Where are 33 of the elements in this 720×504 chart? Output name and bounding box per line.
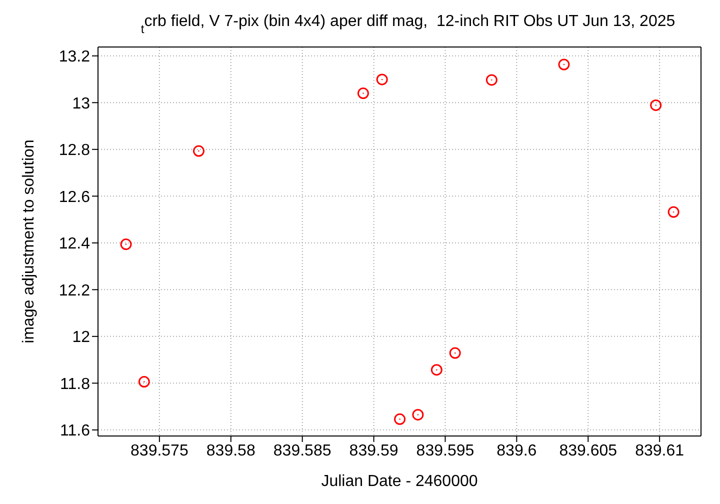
y-tick-label: 12.8: [58, 142, 90, 160]
y-tick-label: 11.6: [60, 422, 90, 440]
y-tick-label: 12.4: [58, 236, 90, 253]
x-tick-label: 839.575: [130, 442, 188, 460]
y-tick-label: 12: [72, 329, 90, 346]
point: [120, 238, 132, 250]
point: [558, 58, 570, 70]
x-tick-label: 839.605: [559, 442, 618, 460]
x-tick-label: 839.585: [273, 442, 332, 460]
point: [376, 74, 388, 86]
y-tick-label: 12.6: [58, 188, 90, 206]
x-axis-title: Julian Date - 2460000: [321, 473, 478, 490]
point: [412, 408, 424, 420]
y-tick-label: 13: [72, 95, 90, 112]
point: [357, 88, 369, 100]
x-tick-label: 839.6: [496, 442, 537, 460]
point: [192, 145, 204, 157]
x-tick-label: 839.61: [635, 442, 684, 460]
x-tick-label: 839.595: [416, 442, 474, 460]
point: [486, 74, 498, 86]
y-tick-label: 12.2: [58, 282, 90, 300]
point: [650, 99, 662, 111]
point: [394, 413, 406, 425]
point: [449, 347, 461, 359]
x-tick-label: 839.58: [206, 442, 256, 460]
chart-title: $_{t}$crb field, V 7-pix (bin 4x4) aper diff mag, 12-inch RIT Obs UT Jun 13, 2025: [140, 13, 676, 36]
y-tick-label: 11.8: [60, 376, 90, 393]
y-axis-title: image adjustment to solution: [20, 140, 38, 344]
point: [668, 206, 680, 218]
x-tick-label: 839.59: [349, 442, 398, 460]
point: [430, 364, 442, 376]
y-tick-label: 13.2: [58, 48, 90, 66]
point: [138, 376, 150, 388]
